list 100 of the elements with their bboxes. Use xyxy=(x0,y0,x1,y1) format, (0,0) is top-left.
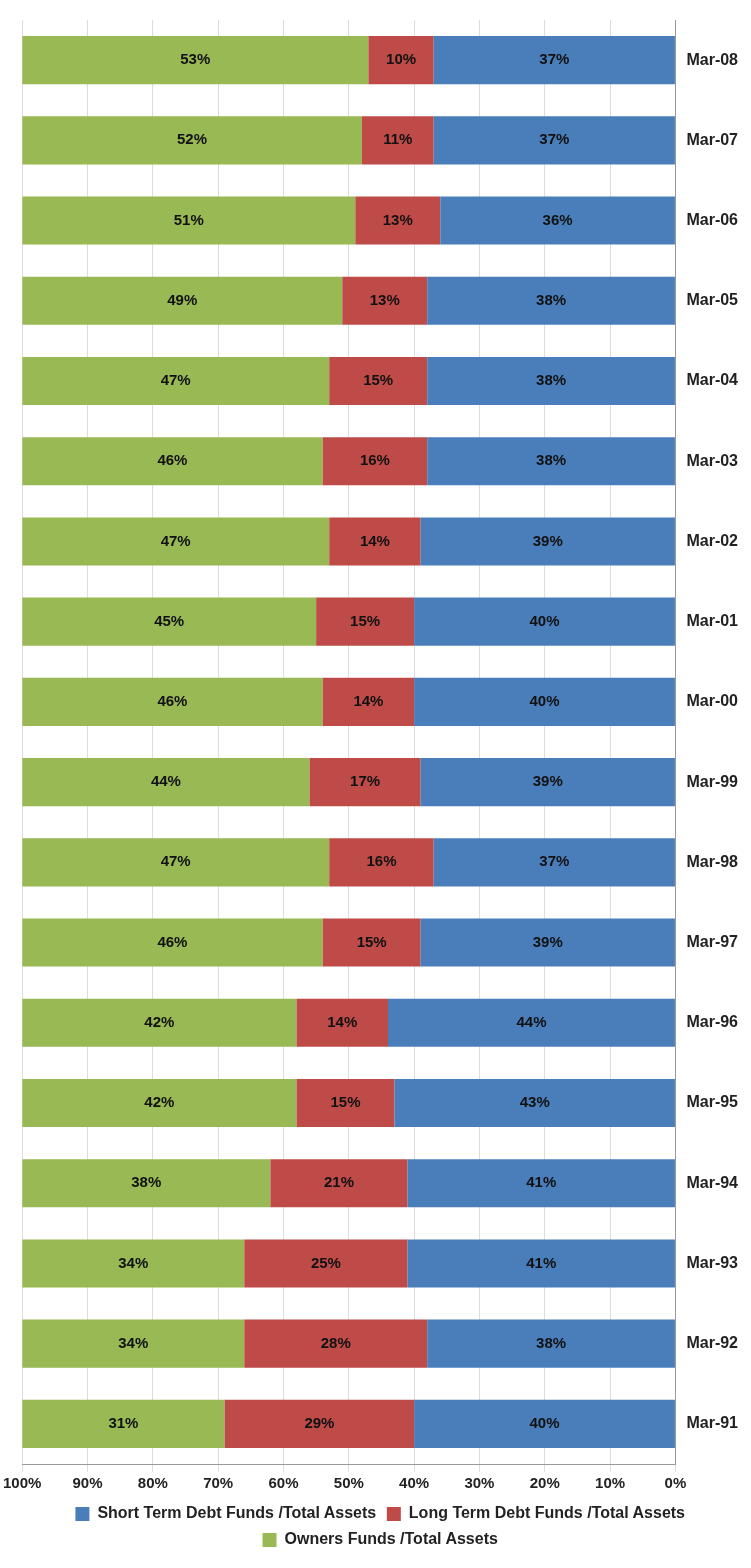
data-label: 38% xyxy=(131,1173,162,1191)
bar xyxy=(361,116,434,165)
data-label: 15% xyxy=(350,611,381,629)
data-label: 37% xyxy=(539,852,570,870)
data-label: 36% xyxy=(542,210,573,228)
x-tick-label: 90% xyxy=(72,1474,103,1492)
x-tick-label: 20% xyxy=(529,1474,560,1492)
data-label: 15% xyxy=(356,932,387,950)
data-label: 45% xyxy=(154,611,185,629)
bar xyxy=(388,998,675,1047)
bar xyxy=(244,1239,408,1288)
x-tick-label: 0% xyxy=(664,1474,687,1492)
data-label: 38% xyxy=(536,451,567,469)
bar xyxy=(342,276,428,325)
data-label: 44% xyxy=(516,1012,547,1030)
data-label: 14% xyxy=(327,1012,358,1030)
y-tick-label: Mar-95 xyxy=(686,1093,739,1111)
data-label: 37% xyxy=(539,50,570,68)
data-label: 13% xyxy=(369,290,400,308)
y-tick-label: Mar-93 xyxy=(686,1253,739,1271)
y-tick-label: Mar-04 xyxy=(686,371,739,389)
data-label: 44% xyxy=(150,772,181,790)
legend-label: Short Term Debt Funds /Total Assets xyxy=(97,1504,377,1522)
bar xyxy=(22,36,369,85)
bar xyxy=(309,758,421,807)
bar xyxy=(420,758,675,807)
data-label: 46% xyxy=(157,932,188,950)
y-tick-label: Mar-05 xyxy=(686,291,739,309)
bar xyxy=(22,116,362,165)
bar xyxy=(440,196,675,245)
bar xyxy=(433,116,675,165)
x-tick-label: 30% xyxy=(464,1474,495,1492)
data-label: 34% xyxy=(118,1333,149,1351)
bar xyxy=(322,437,428,486)
data-label: 40% xyxy=(529,692,560,710)
y-tick-label: Mar-99 xyxy=(686,772,739,790)
y-tick-label: Mar-97 xyxy=(686,932,739,950)
bar xyxy=(296,998,388,1047)
data-label: 41% xyxy=(526,1253,557,1271)
y-tick-label: Mar-06 xyxy=(686,210,739,228)
bar xyxy=(22,1319,245,1368)
bar xyxy=(22,758,310,807)
x-tick-label: 70% xyxy=(203,1474,234,1492)
data-label: 31% xyxy=(108,1414,139,1432)
data-label: 53% xyxy=(180,50,211,68)
bar xyxy=(22,196,356,245)
bar xyxy=(433,36,675,85)
data-label: 15% xyxy=(363,371,394,389)
bar xyxy=(296,1078,395,1128)
legend-label: Long Term Debt Funds /Total Assets xyxy=(408,1504,686,1522)
bar xyxy=(407,1239,675,1288)
bar xyxy=(414,1399,675,1448)
data-label: 13% xyxy=(382,210,413,228)
y-tick-label: Mar-08 xyxy=(686,50,739,68)
data-label: 14% xyxy=(359,531,390,549)
data-label: 14% xyxy=(353,692,384,710)
bar xyxy=(433,838,675,887)
bar xyxy=(22,597,317,646)
bar xyxy=(244,1319,428,1368)
data-label: 40% xyxy=(529,611,560,629)
data-label: 46% xyxy=(157,451,188,469)
data-label: 40% xyxy=(529,1414,560,1432)
data-label: 38% xyxy=(536,290,567,308)
legend-label: Owners Funds /Total Assets xyxy=(284,1530,498,1548)
bar xyxy=(316,597,415,646)
y-tick-label: Mar-96 xyxy=(686,1013,739,1031)
bar xyxy=(427,1319,675,1368)
bar xyxy=(22,677,323,726)
data-label: 17% xyxy=(350,772,381,790)
x-tick-label: 100% xyxy=(2,1474,42,1492)
y-tick-label: Mar-94 xyxy=(686,1173,739,1191)
bar xyxy=(420,918,675,967)
bar xyxy=(22,1078,297,1128)
x-tick-label: 50% xyxy=(333,1474,364,1492)
data-label: 41% xyxy=(526,1173,557,1191)
bar xyxy=(355,196,441,245)
data-label: 25% xyxy=(310,1253,341,1271)
y-tick-label: Mar-02 xyxy=(686,531,739,549)
data-label: 28% xyxy=(320,1333,351,1351)
y-tick-label: Mar-01 xyxy=(686,612,739,630)
data-label: 49% xyxy=(167,290,198,308)
bar xyxy=(270,1159,408,1208)
data-label: 39% xyxy=(532,531,563,549)
bar xyxy=(414,597,675,646)
bar xyxy=(322,677,415,726)
data-label: 43% xyxy=(519,1093,550,1111)
bar xyxy=(22,356,330,406)
bar xyxy=(22,838,330,887)
y-tick-label: Mar-00 xyxy=(686,692,739,710)
data-label: 29% xyxy=(304,1414,335,1432)
bar xyxy=(427,276,675,325)
data-label: 34% xyxy=(118,1253,149,1271)
bar xyxy=(427,437,675,486)
data-label: 39% xyxy=(532,772,563,790)
bar xyxy=(22,276,343,325)
data-label: 21% xyxy=(323,1173,355,1191)
y-tick-label: Mar-03 xyxy=(686,451,739,469)
bar xyxy=(22,1159,271,1208)
bar xyxy=(420,517,675,566)
data-label: 47% xyxy=(160,371,191,389)
